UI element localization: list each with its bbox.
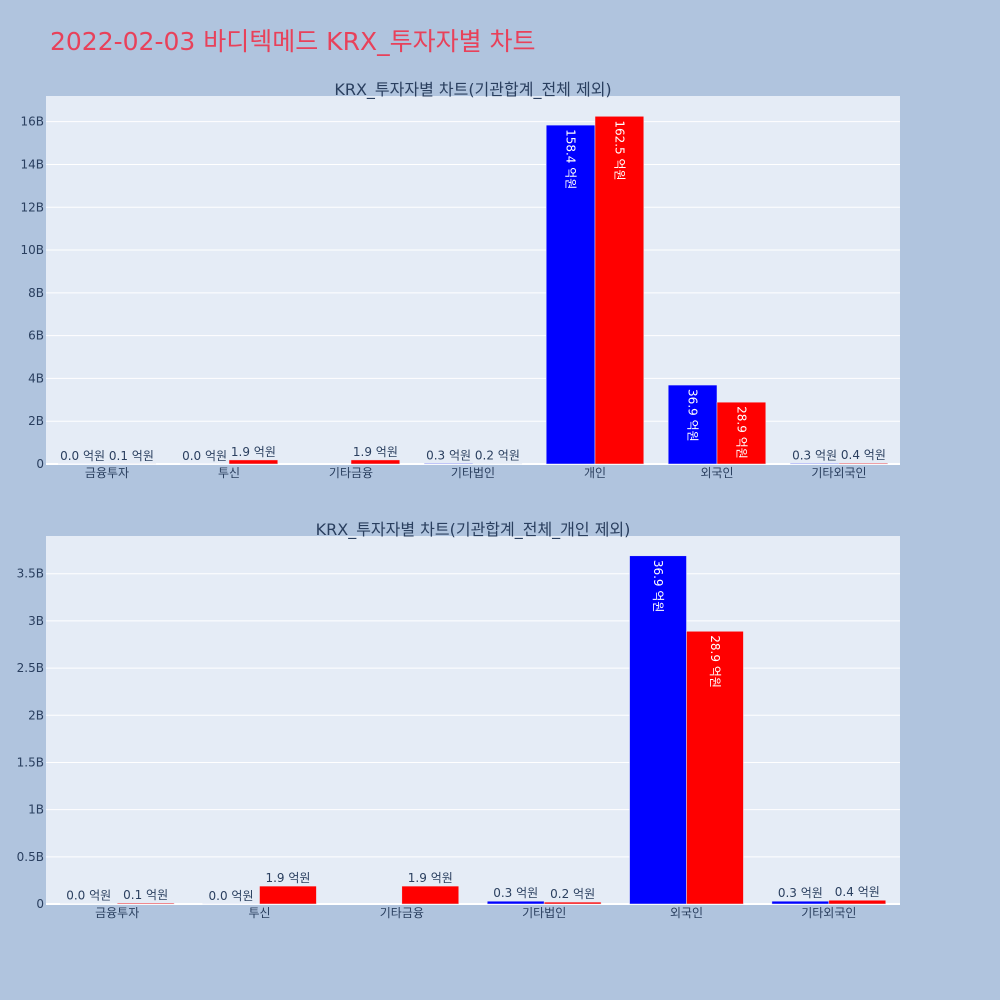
bar-data-label: 0.3 억원 bbox=[778, 886, 823, 900]
y-tick-label: 6B bbox=[28, 329, 44, 343]
bar bbox=[716, 401, 767, 465]
x-tick-label: 기타외국인 bbox=[801, 906, 856, 920]
y-tick-label: 2B bbox=[28, 414, 44, 428]
bar bbox=[350, 459, 401, 465]
bar-data-label: 0.3 억원 bbox=[493, 886, 538, 900]
bar-data-label: 0.2 억원 bbox=[550, 887, 595, 901]
bar bbox=[828, 899, 887, 905]
bar bbox=[594, 116, 645, 465]
bar-data-label: 28.9 억원 bbox=[708, 635, 722, 688]
y-tick-label: 14B bbox=[20, 157, 44, 171]
bar bbox=[228, 459, 279, 465]
bar-data-label: 0.1 억원 bbox=[123, 888, 168, 902]
x-tick-label: 투신 bbox=[248, 906, 270, 920]
bar bbox=[629, 555, 687, 905]
bar-data-label: 0.1 억원 bbox=[109, 449, 154, 463]
y-tick-label: 10B bbox=[20, 243, 44, 257]
bar bbox=[401, 885, 460, 905]
bar-data-label: 1.9 억원 bbox=[265, 871, 310, 885]
y-tick-label: 2.5B bbox=[17, 661, 44, 675]
x-tick-label: 기타법인 bbox=[451, 466, 495, 480]
bar-data-label: 158.4 억원 bbox=[564, 129, 578, 189]
bar bbox=[771, 900, 830, 905]
bar-data-label: 1.9 억원 bbox=[408, 871, 453, 885]
y-tick-label: 12B bbox=[20, 200, 44, 214]
bar bbox=[543, 901, 602, 905]
x-tick-label: 금융투자 bbox=[85, 466, 129, 480]
y-tick-label: 2B bbox=[28, 708, 44, 722]
bar bbox=[838, 462, 889, 465]
bar-data-label: 162.5 억원 bbox=[612, 120, 626, 180]
bar-data-label: 0.2 억원 bbox=[475, 449, 520, 463]
y-tick-label: 8B bbox=[28, 286, 44, 300]
bar-data-label: 0.0 억원 bbox=[60, 449, 105, 463]
chart-institutions-excluded: 0 2B 4B 6B 8B 10B 12B 14B 16B KRX_투자자별 차트(기관합계_전체… bbox=[20, 80, 900, 480]
bar bbox=[686, 631, 744, 905]
x-tick-label: 기타금융 bbox=[329, 466, 373, 480]
y-tick-label: 3.5B bbox=[17, 567, 44, 581]
x-tick-label: 기타외국인 bbox=[811, 466, 866, 480]
y-tick-label: 3B bbox=[28, 614, 44, 628]
bar-data-label: 0.4 억원 bbox=[835, 885, 880, 899]
bar bbox=[116, 902, 175, 905]
x-tick-label: 외국인 bbox=[670, 906, 703, 920]
y-tick-label: 1.5B bbox=[17, 755, 44, 769]
y-tick-label: 0 bbox=[36, 897, 44, 911]
x-tick-label: 기타금융 bbox=[380, 906, 424, 920]
page-title: 2022-02-03 바디텍메드 KRX_투자자별 차트 bbox=[50, 27, 536, 56]
chart-title: KRX_투자자별 차트(기관합계_전체_개인 제외) bbox=[316, 520, 631, 540]
bar bbox=[259, 885, 317, 905]
bar-data-label: 0.3 억원 bbox=[792, 448, 837, 462]
bar-data-label: 0.0 억원 bbox=[66, 889, 111, 903]
plot-area bbox=[46, 96, 900, 464]
y-tick-label: 4B bbox=[28, 371, 44, 385]
y-tick-label: 0.5B bbox=[17, 850, 44, 864]
x-tick-label: 개인 bbox=[584, 466, 606, 480]
bar bbox=[423, 463, 474, 465]
bar-data-label: 0.3 억원 bbox=[426, 448, 471, 462]
bar-data-label: 28.9 억원 bbox=[734, 406, 748, 459]
bar-data-label: 1.9 억원 bbox=[231, 445, 276, 459]
x-tick-label: 기타법인 bbox=[522, 906, 566, 920]
y-tick-label: 1B bbox=[28, 803, 44, 817]
chart-title: KRX_투자자별 차트(기관합계_전체 제외) bbox=[334, 80, 611, 100]
bar bbox=[789, 463, 840, 465]
bar bbox=[667, 384, 718, 465]
x-tick-label: 투신 bbox=[218, 466, 240, 480]
bar-data-label: 0.0 억원 bbox=[209, 889, 254, 903]
chart-institutions-individuals-excluded: 0 0.5B 1B 1.5B 2B 2.5B 3B 3.5B KRX_투자자별 차트(기관합계_… bbox=[17, 520, 900, 920]
bar-data-label: 0.4 억원 bbox=[841, 448, 886, 462]
bar-data-label: 36.9 억원 bbox=[651, 560, 665, 613]
plot-area bbox=[46, 536, 900, 904]
bar bbox=[486, 900, 545, 905]
bar-data-label: 36.9 억원 bbox=[686, 389, 700, 442]
x-tick-label: 외국인 bbox=[700, 466, 733, 480]
x-tick-label: 금융투자 bbox=[95, 906, 139, 920]
y-tick-label: 0 bbox=[36, 457, 44, 471]
bar bbox=[545, 124, 596, 465]
bar-data-label: 0.0 억원 bbox=[182, 449, 227, 463]
y-tick-label: 16B bbox=[20, 115, 44, 129]
bar-data-label: 1.9 억원 bbox=[353, 445, 398, 459]
